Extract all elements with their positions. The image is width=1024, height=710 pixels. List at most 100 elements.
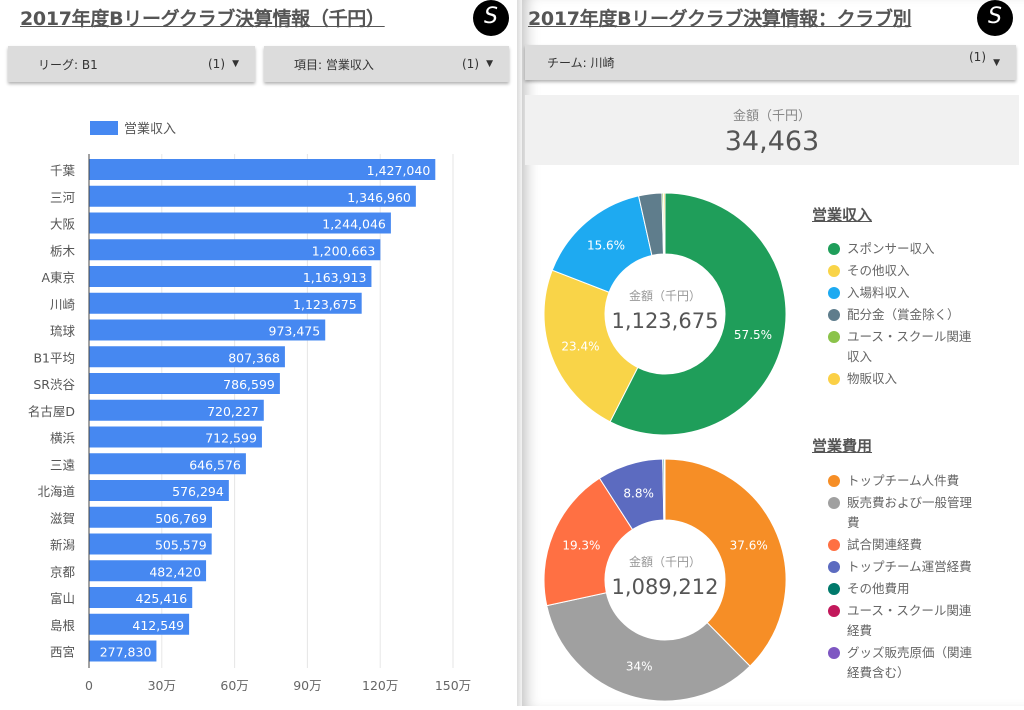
legend-item[interactable]: グッズ販売原価（関連経費含む） (828, 642, 998, 683)
revenue-legend-title: 営業収入 (812, 204, 872, 225)
filter-label: チーム: 川崎 (547, 54, 615, 71)
legend-item[interactable]: 試合関連経費 (828, 534, 998, 555)
bar-value-label: 576,294 (172, 484, 224, 499)
legend-label: ユース・スクール関連収入 (847, 326, 977, 367)
bar-chart: 営業収入 0 30万 60万 90万 120万 150万 千葉 1,427,040 三河 1,346… (0, 0, 519, 706)
bar-value-label: 506,769 (155, 511, 207, 526)
bar-value-label: 712,599 (205, 431, 257, 446)
category-label: 栃木 (50, 243, 76, 258)
expense-legend: トップチーム人件費販売費および一般管理費試合関連経費トップチーム運営経費その他費… (828, 470, 998, 684)
caret-down-icon: ▼ (993, 58, 1000, 68)
slice-percent-label: 19.3% (562, 538, 600, 552)
bar-value-label: 807,368 (228, 350, 280, 365)
legend-item[interactable]: トップチーム運営経費 (828, 556, 998, 577)
bar-value-label: 1,346,960 (347, 190, 411, 205)
slice-percent-label: 8.8% (623, 486, 654, 500)
legend-dot-icon (828, 309, 840, 321)
revenue-legend: スポンサー収入その他収入入場料収入配分金（賞金除く）ユース・スクール関連収入物販… (828, 238, 998, 390)
bar-value-label: 412,549 (132, 618, 184, 633)
legend-dot-icon (828, 605, 840, 617)
legend-dot-icon (828, 475, 840, 487)
category-label: 三河 (50, 190, 76, 205)
legend-label: トップチーム人件費 (847, 470, 977, 491)
slice-percent-label: 34% (626, 660, 653, 674)
expense-donut-chart: 37.6% 34% 19.3% 8.8% 金額（千円） 1,089,212 (525, 450, 805, 710)
legend-swatch (90, 121, 118, 135)
category-label: 新潟 (50, 538, 75, 553)
legend-label: 営業収入 (124, 121, 176, 137)
legend-item[interactable]: 配分金（賞金除く） (828, 304, 998, 325)
legend-item[interactable]: トップチーム人件費 (828, 470, 998, 491)
donut-center-value: 1,089,212 (612, 575, 719, 599)
legend-dot-icon (828, 331, 840, 343)
slice-percent-label: 37.6% (730, 539, 768, 553)
slice-percent-label: 57.5% (734, 328, 772, 342)
category-label: 滋賀 (50, 511, 75, 526)
category-label: 島根 (50, 618, 76, 633)
left-report-page: 2017年度Bリーグクラブ決算情報（千円） S リーグ: B1 (1) ▼ 項目… (0, 0, 519, 706)
x-tick-label: 30万 (148, 678, 176, 693)
bar-value-label: 425,416 (136, 591, 188, 606)
legend-item[interactable]: 入場料収入 (828, 282, 998, 303)
donut-center-label: 金額（千円） (629, 554, 701, 569)
scorecard-value: 34,463 (525, 126, 1019, 157)
legend-item[interactable]: スポンサー収入 (828, 238, 998, 259)
x-tick-label: 120万 (362, 678, 398, 693)
x-tick-label: 90万 (293, 678, 321, 693)
legend-dot-icon (828, 265, 840, 277)
x-tick-label: 0 (85, 678, 93, 693)
category-label: 千葉 (50, 163, 76, 178)
bar-value-label: 720,227 (207, 404, 259, 419)
x-tick-label: 150万 (435, 678, 471, 693)
legend-label: ユース・スクール関連経費 (847, 600, 977, 641)
donut-center-value: 1,123,675 (612, 309, 719, 333)
category-label: 川崎 (50, 297, 76, 312)
legend-label: 配分金（賞金除く） (847, 304, 977, 325)
bar-value-label: 786,599 (223, 377, 275, 392)
legend-label: 販売費および一般管理費 (847, 492, 977, 533)
bar-value-label: 1,123,675 (293, 297, 357, 312)
donut-slice (663, 193, 665, 254)
category-label: 京都 (50, 564, 76, 579)
legend-label: 入場料収入 (847, 282, 977, 303)
category-label: 琉球 (50, 324, 76, 339)
legend-item[interactable]: その他費用 (828, 578, 998, 599)
category-label: 富山 (50, 591, 75, 606)
category-label: 北海道 (37, 484, 75, 499)
legend-label: 物販収入 (847, 368, 977, 389)
category-label: 名古屋D (28, 404, 75, 419)
logo-icon: S (977, 0, 1013, 36)
legend-dot-icon (828, 647, 840, 659)
expense-legend-title: 営業費用 (812, 435, 872, 456)
legend-item[interactable]: その他収入 (828, 260, 998, 281)
legend-label: スポンサー収入 (847, 238, 977, 259)
team-filter[interactable]: チーム: 川崎 (1) ▼ (525, 45, 1016, 80)
legend-label: その他収入 (847, 260, 977, 281)
filter-count: (1) (969, 50, 986, 64)
scorecard: 金額（千円） 34,463 (525, 95, 1019, 165)
bar-value-label: 277,830 (100, 645, 152, 660)
category-label: B1平均 (33, 350, 75, 365)
bar-value-label: 973,475 (269, 324, 321, 339)
bar-value-label: 505,579 (155, 538, 207, 553)
page-title: 2017年度Bリーグクラブ決算情報：クラブ別 (528, 4, 911, 31)
bar-value-label: 1,163,913 (303, 270, 367, 285)
legend-dot-icon (828, 373, 840, 385)
legend-label: グッズ販売原価（関連経費含む） (847, 642, 977, 683)
legend-dot-icon (828, 497, 840, 509)
legend-label: トップチーム運営経費 (847, 556, 977, 577)
category-label: 大阪 (50, 217, 76, 232)
scorecard-label: 金額（千円） (525, 105, 1019, 124)
legend-item[interactable]: ユース・スクール関連収入 (828, 326, 998, 367)
category-label: SR渋谷 (33, 377, 75, 392)
legend-item[interactable]: ユース・スクール関連経費 (828, 600, 998, 641)
legend-item[interactable]: 物販収入 (828, 368, 998, 389)
slice-percent-label: 15.6% (587, 238, 625, 252)
bar-value-label: 1,427,040 (367, 163, 431, 178)
donut-center-label: 金額（千円） (629, 288, 701, 303)
legend-label: 試合関連経費 (847, 534, 977, 555)
legend-label: その他費用 (847, 578, 977, 599)
legend-item[interactable]: 販売費および一般管理費 (828, 492, 998, 533)
right-report-page: 2017年度Bリーグクラブ決算情報：クラブ別 S チーム: 川崎 (1) ▼ 金… (522, 0, 1024, 706)
x-tick-label: 60万 (220, 678, 248, 693)
